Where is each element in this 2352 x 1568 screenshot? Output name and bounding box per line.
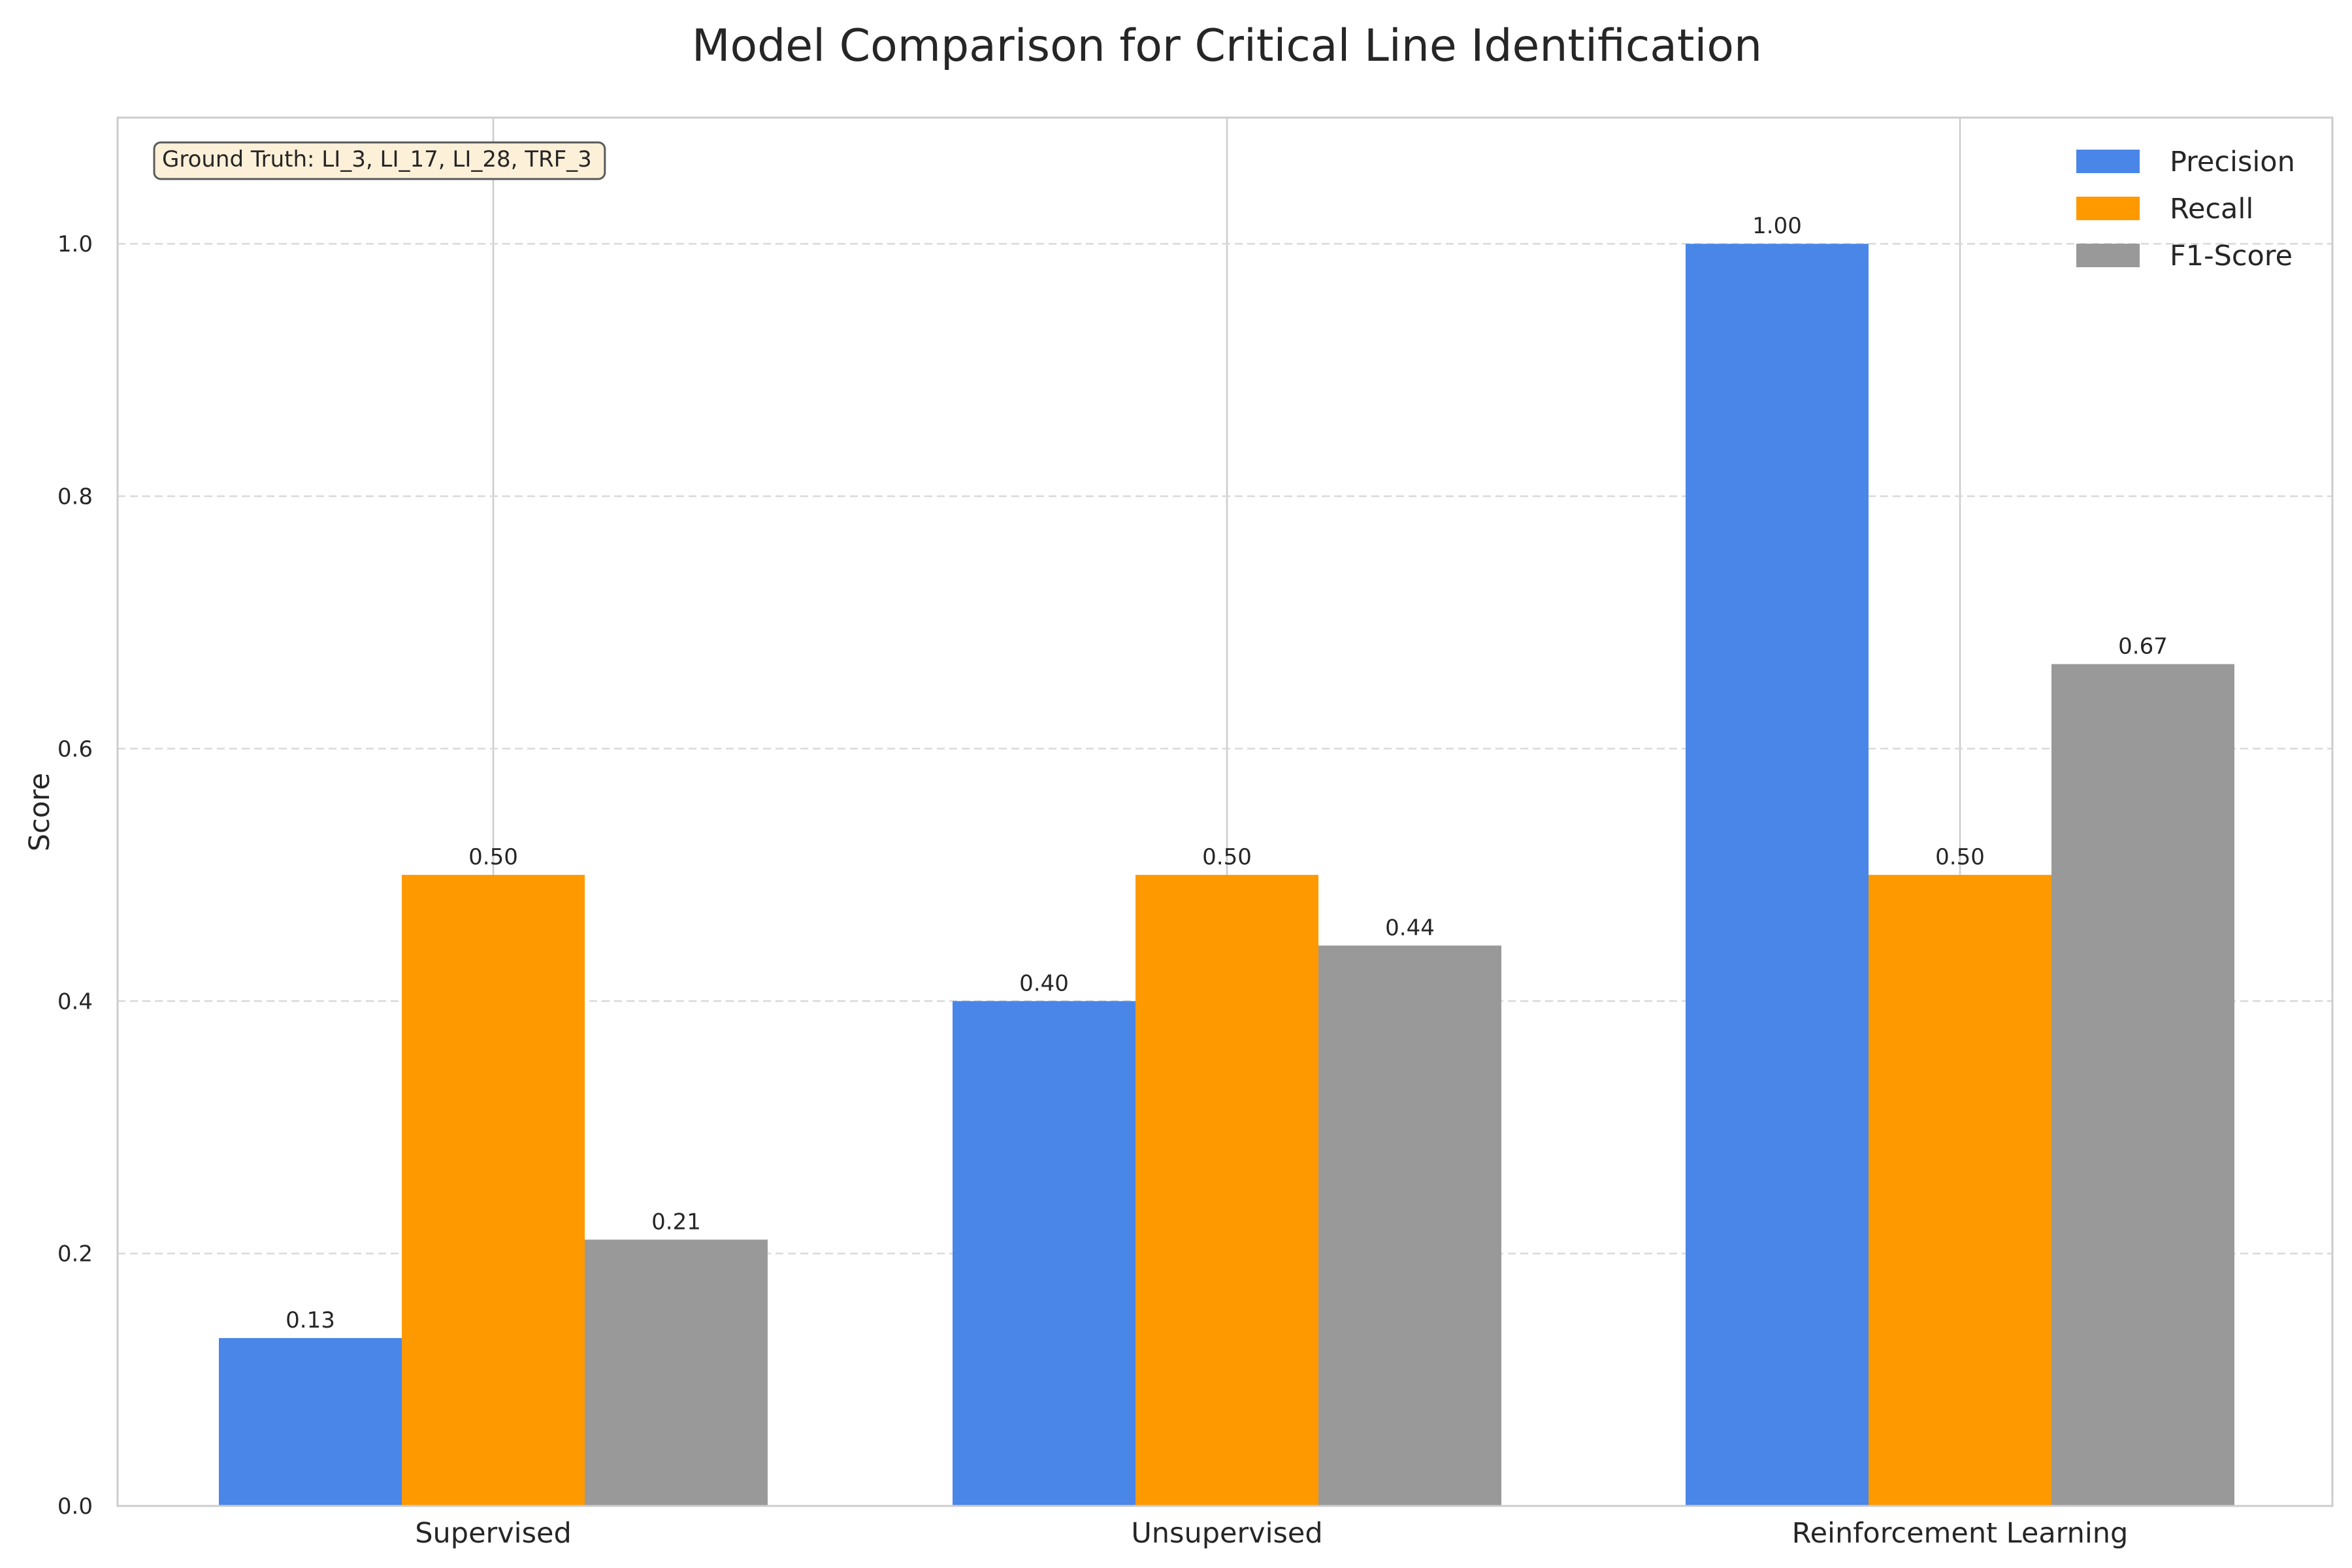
bar-precision-supervised (219, 1338, 402, 1506)
y-tick-label: 0.0 (57, 1494, 93, 1520)
plot-area: 0.13 0.40 1.00 0.50 0.50 0.50 0.21 0.44 0.67 (116, 116, 2334, 1507)
x-tick-label-unsupervised: Unsupervised (1131, 1517, 1322, 1550)
x-axis-ticks: Supervised Unsupervised Reinforcement Lear… (415, 1517, 2128, 1550)
bars (219, 244, 2234, 1506)
bar-recall-unsupervised (1135, 875, 1318, 1506)
y-tick-label: 0.4 (57, 988, 93, 1015)
bar-f1-score-reinforcement-learning (2051, 664, 2234, 1506)
legend-swatch-recall[interactable] (2076, 197, 2140, 220)
value-label-f1-score-supervised: 0.21 (651, 1209, 701, 1235)
plot-border (116, 116, 2334, 1507)
y-tick-label: 0.6 (57, 736, 93, 762)
y-axis-label: Score (24, 773, 56, 851)
bar-recall-supervised (402, 875, 585, 1506)
legend-swatch-precision[interactable] (2076, 150, 2140, 173)
value-labels: 0.13 0.40 1.00 0.50 0.50 0.50 0.21 0.44 0.67 (286, 213, 2168, 1333)
annotation-box (153, 141, 606, 180)
legend-label-precision[interactable]: Precision (2170, 146, 2295, 178)
y-tick-label: 1.0 (57, 231, 93, 257)
legend[interactable]: Precision Recall F1-Score (2076, 146, 2295, 272)
bar-recall-reinforcement-learning (1869, 875, 2051, 1506)
value-label-f1-score-unsupervised: 0.44 (1385, 915, 1435, 941)
annotation-text: Ground Truth: LI_3, LI_17, LI_28, TRF_3 (162, 146, 592, 172)
value-label-precision-unsupervised: 0.40 (1019, 970, 1069, 996)
ground-truth-annotation: Ground Truth: LI_3, LI_17, LI_28, TRF_3 (153, 141, 606, 180)
value-label-precision-reinforcement-learning: 1.00 (1752, 213, 1802, 239)
y-tick-label: 0.8 (57, 484, 93, 510)
y-tick-label: 0.2 (57, 1241, 93, 1267)
x-tick-label-reinforcement-learning: Reinforcement Learning (1792, 1517, 2129, 1550)
value-label-recall-supervised: 0.50 (468, 844, 518, 870)
value-label-f1-score-reinforcement-learning: 0.67 (2118, 633, 2168, 659)
value-label-recall-unsupervised: 0.50 (1202, 844, 1252, 870)
chart-title: Model Comparison for Critical Line Ident… (692, 20, 1762, 72)
bar-f1-score-unsupervised (1318, 945, 1501, 1506)
value-label-recall-reinforcement-learning: 0.50 (1935, 844, 1985, 870)
bar-precision-unsupervised (953, 1001, 1135, 1506)
x-tick-label-supervised: Supervised (415, 1517, 572, 1550)
legend-label-recall[interactable]: Recall (2170, 193, 2253, 225)
legend-label-f1-score[interactable]: F1-Score (2170, 240, 2293, 272)
legend-swatch-f1-score[interactable] (2076, 244, 2140, 267)
bar-f1-score-supervised (585, 1239, 768, 1506)
bar-precision-reinforcement-learning (1686, 244, 1869, 1506)
value-label-precision-supervised: 0.13 (286, 1307, 335, 1333)
y-axis-ticks: 0.0 0.2 0.4 0.6 0.8 1.0 (57, 231, 93, 1520)
